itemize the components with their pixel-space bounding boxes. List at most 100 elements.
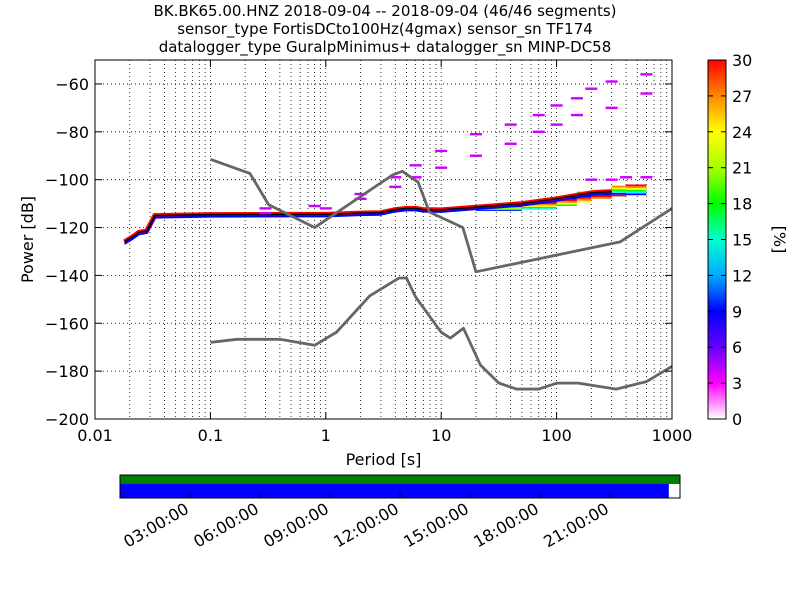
histogram-cell bbox=[308, 204, 321, 208]
histogram-cell bbox=[409, 164, 422, 167]
noise-model-nlnm bbox=[210, 276, 673, 391]
histogram-cell bbox=[435, 166, 448, 169]
histogram-cell bbox=[611, 192, 627, 195]
timeline-tick-label: 15:00:00 bbox=[400, 499, 472, 551]
histogram-cell bbox=[504, 123, 517, 126]
x-tick-label: 100 bbox=[541, 426, 572, 445]
histogram-cell bbox=[626, 189, 647, 192]
histogram-cell bbox=[521, 205, 557, 207]
timeline-tick-label: 18:00:00 bbox=[470, 499, 542, 551]
x-tick-label: 0.01 bbox=[77, 426, 113, 445]
histogram-cell bbox=[521, 203, 557, 206]
histogram-cell bbox=[259, 211, 272, 215]
colorbar-tick-label: 6 bbox=[732, 338, 742, 357]
histogram-cell bbox=[532, 113, 545, 117]
chart-title-line-3: datalogger_type GuralpMinimus+ datalogge… bbox=[158, 38, 612, 56]
histogram-cell bbox=[591, 197, 612, 199]
grid bbox=[94, 60, 672, 420]
histogram-cell bbox=[521, 208, 557, 210]
histogram-cell bbox=[605, 106, 618, 110]
histogram-cell bbox=[354, 192, 367, 196]
histogram-cell bbox=[469, 132, 482, 136]
histogram-cell bbox=[611, 187, 627, 190]
x-tick-label: 1 bbox=[321, 426, 331, 445]
psd-median-line bbox=[124, 190, 612, 243]
timeline-tick-label: 06:00:00 bbox=[190, 499, 262, 551]
y-tick-label: −140 bbox=[45, 266, 89, 285]
histogram-cell bbox=[354, 197, 367, 201]
histogram-cell bbox=[611, 194, 627, 197]
colorbar-tick-label: 12 bbox=[732, 266, 752, 285]
timeline-data-top bbox=[120, 475, 680, 484]
timeline-tick-label: 03:00:00 bbox=[120, 499, 192, 551]
x-tick-label: 1000 bbox=[652, 426, 693, 445]
histogram-cell bbox=[626, 191, 647, 194]
histogram-cell bbox=[570, 97, 583, 100]
histogram-cell bbox=[626, 186, 647, 189]
chart-title-line-1: BK.BK65.00.HNZ 2018-09-04 -- 2018-09-04 … bbox=[153, 2, 617, 20]
histogram-cell bbox=[389, 176, 402, 179]
y-tick-label: −160 bbox=[45, 314, 89, 333]
histogram-cell bbox=[605, 178, 618, 181]
histogram-cell bbox=[469, 154, 482, 157]
timeline-coverage-bar bbox=[120, 484, 669, 498]
histogram-cell bbox=[532, 130, 545, 133]
histogram-cell bbox=[435, 149, 448, 153]
histogram-cell bbox=[591, 195, 612, 198]
psd-density-lower bbox=[123, 192, 612, 245]
histogram-cell bbox=[585, 87, 598, 90]
colorbar-tick-label: 27 bbox=[732, 87, 752, 106]
colorbar-tick-label: 21 bbox=[732, 159, 752, 178]
colorbar-label: [%] bbox=[770, 226, 789, 254]
colorbar: 0 3 6 9 12 15 18 21 24 27 30 [%] bbox=[707, 51, 789, 429]
histogram-cell bbox=[556, 204, 577, 206]
histogram-cell bbox=[626, 193, 647, 196]
colorbar-tick-label: 30 bbox=[732, 51, 752, 70]
x-tick-label: 10 bbox=[431, 426, 451, 445]
histogram-cell bbox=[475, 209, 522, 211]
y-axis-label: Power [dB] bbox=[18, 196, 37, 283]
chart-title-line-2: sensor_type FortisDCto100Hz(4gmax) senso… bbox=[177, 20, 593, 38]
histogram-cell bbox=[640, 92, 653, 95]
colorbar-tick-label: 9 bbox=[732, 302, 742, 321]
histogram-cell bbox=[556, 199, 577, 202]
plot-area: 0.01 0.1 1 10 100 1000 −200 −180 −160 −140 −120 −10… bbox=[18, 59, 693, 469]
histogram-cell bbox=[556, 201, 577, 203]
histogram-cell bbox=[576, 197, 592, 199]
noise-model-nhnm bbox=[209, 158, 673, 274]
histogram-cell bbox=[611, 191, 627, 193]
histogram-cell bbox=[570, 113, 583, 117]
histogram-cell bbox=[611, 185, 627, 188]
colorbar-tick-label: 15 bbox=[732, 231, 752, 250]
colorbar-tick-label: 18 bbox=[732, 195, 752, 214]
histogram-cell bbox=[475, 208, 522, 210]
histogram-cell bbox=[640, 73, 653, 76]
timeline-tick-label: 12:00:00 bbox=[330, 499, 402, 551]
y-tick-label: −120 bbox=[45, 219, 89, 238]
histogram-cell bbox=[626, 184, 647, 187]
y-tick-label: −80 bbox=[55, 123, 89, 142]
histogram-cell bbox=[620, 176, 633, 179]
timeline-tick-label: 21:00:00 bbox=[540, 499, 612, 551]
histogram-cell bbox=[504, 142, 517, 145]
x-axis-label: Period [s] bbox=[346, 450, 422, 469]
histogram-cell bbox=[611, 189, 627, 192]
histogram-cell bbox=[259, 207, 272, 210]
timeline-tick-label: 09:00:00 bbox=[260, 499, 332, 551]
timeline: 03:00:0006:00:0009:00:0012:00:0015:00:00… bbox=[119, 474, 681, 551]
histogram-cell bbox=[521, 206, 557, 209]
histogram-cell bbox=[576, 200, 592, 203]
x-tick-label: 0.1 bbox=[198, 426, 223, 445]
y-tick-label: −180 bbox=[45, 362, 89, 381]
histogram-cell bbox=[576, 198, 592, 201]
upper-3-branch bbox=[585, 176, 653, 181]
colorbar-tick-label: 24 bbox=[732, 123, 752, 142]
plot-frame bbox=[94, 59, 673, 420]
histogram-cell bbox=[319, 207, 332, 210]
upper-1-branch bbox=[259, 73, 653, 210]
colorbar-tick-label: 3 bbox=[732, 374, 742, 393]
histogram-cell bbox=[409, 176, 422, 179]
histogram-cell bbox=[556, 202, 577, 205]
histogram-cell bbox=[605, 80, 618, 83]
